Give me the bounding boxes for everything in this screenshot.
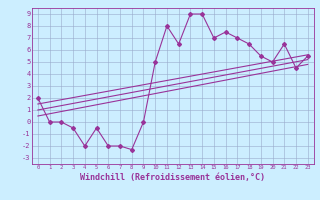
X-axis label: Windchill (Refroidissement éolien,°C): Windchill (Refroidissement éolien,°C) xyxy=(80,173,265,182)
